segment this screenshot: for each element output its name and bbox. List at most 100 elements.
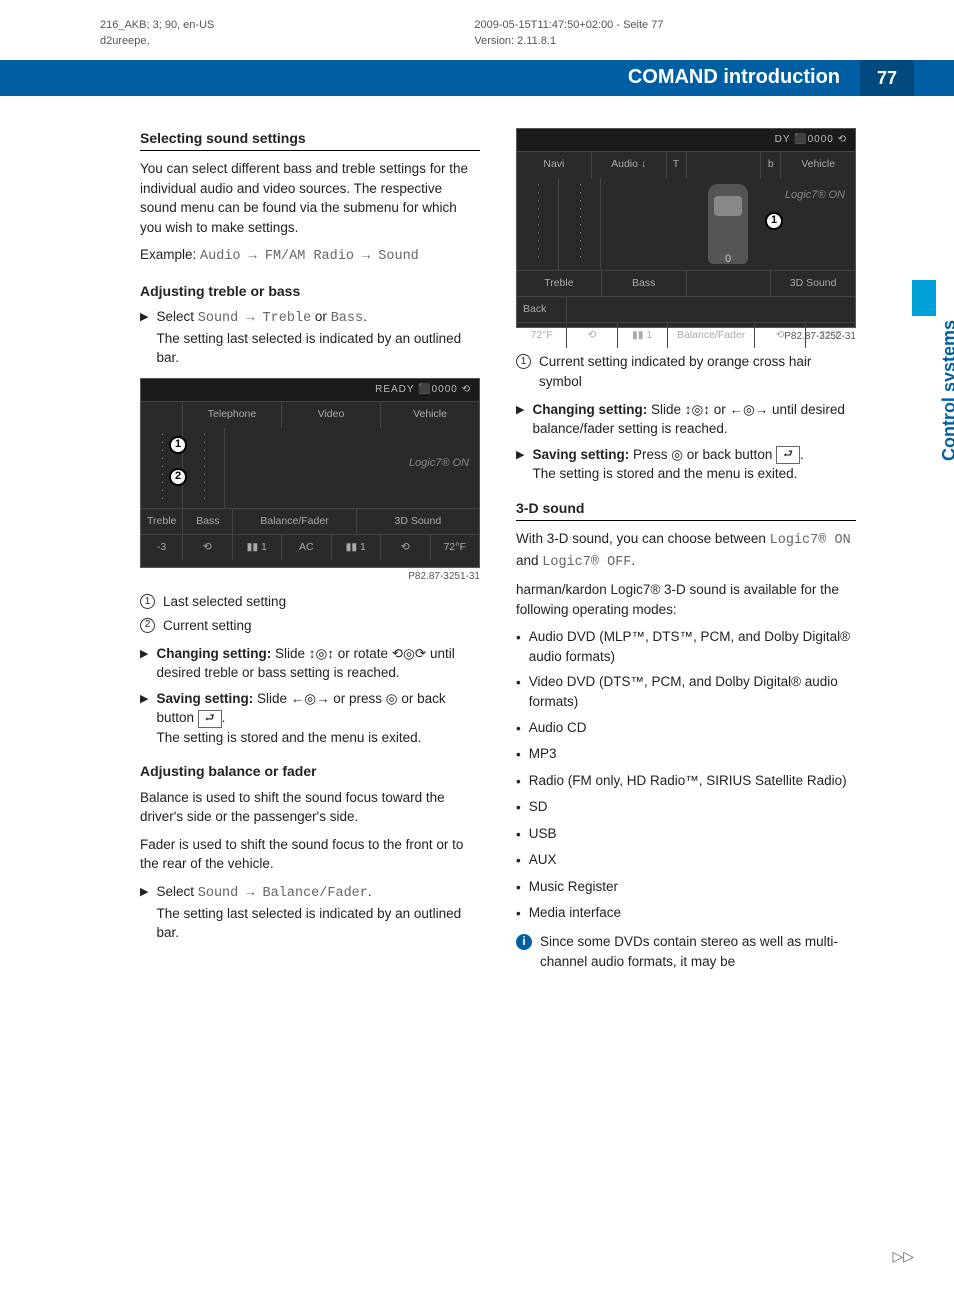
ss-cell: ⟲ bbox=[381, 535, 431, 560]
text: . bbox=[368, 884, 372, 899]
item-text: Audio CD bbox=[529, 718, 587, 739]
step-item: ▶ Changing setting: Slide ↕◎↕ or rotate … bbox=[140, 644, 480, 683]
page-number: 77 bbox=[860, 60, 914, 96]
ss-main: 1 Logic7® ON 0 bbox=[601, 178, 855, 270]
ss-cell: Treble bbox=[141, 509, 183, 534]
legend-list: 1 Last selected setting 2 Current settin… bbox=[140, 592, 480, 635]
legend-num-icon: 1 bbox=[140, 594, 155, 609]
ss-main: Logic7® ON bbox=[225, 428, 479, 508]
ss-cell: -3 bbox=[141, 535, 183, 560]
continue-arrow-icon: ▷▷ bbox=[892, 1246, 914, 1266]
header-bar: COMAND introduction 77 bbox=[0, 60, 954, 96]
text: With 3-D sound, you can choose between bbox=[516, 531, 770, 546]
side-label: Control systems bbox=[936, 320, 954, 461]
paragraph: With 3-D sound, you can choose between L… bbox=[516, 529, 856, 572]
list-item: Audio CD bbox=[516, 718, 856, 739]
text: and bbox=[516, 553, 542, 568]
ss-body: 1 Logic7® ON 0 bbox=[517, 178, 855, 270]
item-text: USB bbox=[529, 824, 557, 845]
triangle-icon: ▶ bbox=[516, 403, 524, 439]
list-item: MP3 bbox=[516, 744, 856, 765]
sub-treble-bass: Adjusting treble or bass bbox=[140, 281, 480, 301]
ss-cell: 3D Sound bbox=[771, 271, 855, 296]
ss-tab: Navi bbox=[517, 152, 592, 177]
paragraph: harman/kardon Logic7® 3-D sound is avail… bbox=[516, 580, 856, 619]
sub-balance-fader: Adjusting balance or fader bbox=[140, 761, 480, 781]
legend-num-icon: 2 bbox=[140, 618, 155, 633]
back-button-icon: ⮐ bbox=[198, 710, 222, 728]
item-text: Video DVD (DTS™, PCM, and Dolby Digital®… bbox=[529, 672, 856, 711]
step-body: Saving setting: Slide ←◎→ or press ◎ or … bbox=[156, 689, 480, 748]
item-text: Audio DVD (MLP™, DTS™, PCM, and Dolby Di… bbox=[529, 627, 856, 666]
ss-body: 1 2 Logic7® ON bbox=[141, 428, 479, 508]
ss-row-back: Back bbox=[517, 296, 855, 322]
ss-row3: -3 ⟲ ▮▮ 1 AC ▮▮ 1 ⟲ 72°F bbox=[141, 534, 479, 560]
ticks-icon bbox=[162, 434, 163, 502]
text: . bbox=[363, 309, 367, 324]
item-text: Media interface bbox=[529, 903, 621, 924]
example-line: Example: Audio → FM/AM Radio → Sound bbox=[140, 245, 480, 267]
text: or bbox=[311, 309, 331, 324]
ticks-icon bbox=[538, 184, 539, 264]
meta-left: 216_AKB; 3; 90, en-US d2ureepe, bbox=[100, 18, 214, 50]
ss-tab: Vehicle bbox=[381, 402, 479, 427]
ss-cell: AC bbox=[282, 535, 332, 560]
paragraph: Balance is used to shift the sound focus… bbox=[140, 788, 480, 827]
section-sound-settings: Selecting sound settings bbox=[140, 128, 480, 151]
figure-caption: P82.87-3251-31 bbox=[140, 570, 480, 585]
step-body: Select Sound → Balance/Fader. The settin… bbox=[156, 882, 480, 943]
step-body: Saving setting: Press ◎ or back button ⮐… bbox=[532, 445, 856, 484]
left-column: Selecting sound settings You can select … bbox=[140, 128, 480, 971]
step-label: Saving setting: bbox=[156, 691, 253, 706]
ss-cell: Bass bbox=[183, 509, 233, 534]
modes-list: Audio DVD (MLP™, DTS™, PCM, and Dolby Di… bbox=[516, 627, 856, 924]
ss-cell: ⟲ bbox=[183, 535, 233, 560]
legend-text: Current setting indicated by orange cros… bbox=[539, 352, 856, 391]
screenshot-balance: DY ⬛0000 ⟲ Navi Audio ↓ T b Vehicle 1 Lo… bbox=[516, 128, 856, 328]
step-item: ▶ Select Sound → Balance/Fader. The sett… bbox=[140, 882, 480, 943]
note: The setting is stored and the menu is ex… bbox=[156, 728, 480, 748]
list-item: Video DVD (DTS™, PCM, and Dolby Digital®… bbox=[516, 672, 856, 711]
slider-bass bbox=[183, 428, 225, 508]
item-text: Radio (FM only, HD Radio™, SIRIUS Satell… bbox=[529, 771, 847, 792]
path: Sound → Balance/Fader bbox=[198, 886, 368, 901]
triangle-icon: ▶ bbox=[140, 310, 148, 368]
ss-tab: Video bbox=[282, 402, 381, 427]
step-body: Select Sound → Treble or Bass. The setti… bbox=[156, 307, 480, 368]
ss-cell: 3D Sound bbox=[357, 509, 479, 534]
legend-text: Last selected setting bbox=[163, 592, 286, 612]
slider-treble: 1 2 bbox=[141, 428, 183, 508]
text: Select bbox=[156, 884, 197, 899]
callout-1: 1 bbox=[765, 212, 783, 230]
ticks-icon bbox=[580, 184, 581, 264]
ss-cell: ▮▮ 1 bbox=[233, 535, 283, 560]
triangle-icon: ▶ bbox=[140, 885, 148, 943]
triangle-icon: ▶ bbox=[140, 647, 148, 683]
ss-tab: b bbox=[761, 152, 781, 177]
legend-text: Current setting bbox=[163, 616, 252, 636]
item-text: MP3 bbox=[529, 744, 557, 765]
note: The setting last selected is indicated b… bbox=[156, 904, 480, 943]
ss-row2: Treble Bass 3D Sound bbox=[517, 270, 855, 296]
ss-cell: Balance/Fader bbox=[233, 509, 356, 534]
ticks-icon bbox=[204, 434, 205, 502]
step-body: Changing setting: Slide ↕◎↕ or rotate ⟲◎… bbox=[156, 644, 480, 683]
list-item: AUX bbox=[516, 850, 856, 871]
item-text: Music Register bbox=[529, 877, 618, 898]
ss-tab: Audio ↓ bbox=[592, 152, 667, 177]
list-item: Media interface bbox=[516, 903, 856, 924]
path: Bass bbox=[331, 311, 363, 326]
logic-label: Logic7® ON bbox=[409, 456, 469, 472]
ss-cell: ▮▮ 1 bbox=[332, 535, 382, 560]
ss-row2: Treble Bass Balance/Fader 3D Sound bbox=[141, 508, 479, 534]
list-item: Music Register bbox=[516, 877, 856, 898]
step-label: Changing setting: bbox=[532, 402, 647, 417]
ss-cell: 72°F bbox=[431, 535, 480, 560]
legend-item: 2 Current setting bbox=[140, 616, 480, 636]
ss-cell: Balance/Fader bbox=[668, 323, 756, 348]
content: Selecting sound settings You can select … bbox=[0, 96, 954, 971]
triangle-icon: ▶ bbox=[140, 692, 148, 748]
mono-text: Logic7® ON bbox=[770, 533, 851, 548]
logic-label: Logic7® ON bbox=[785, 188, 845, 204]
section-3d-sound: 3-D sound bbox=[516, 498, 856, 521]
